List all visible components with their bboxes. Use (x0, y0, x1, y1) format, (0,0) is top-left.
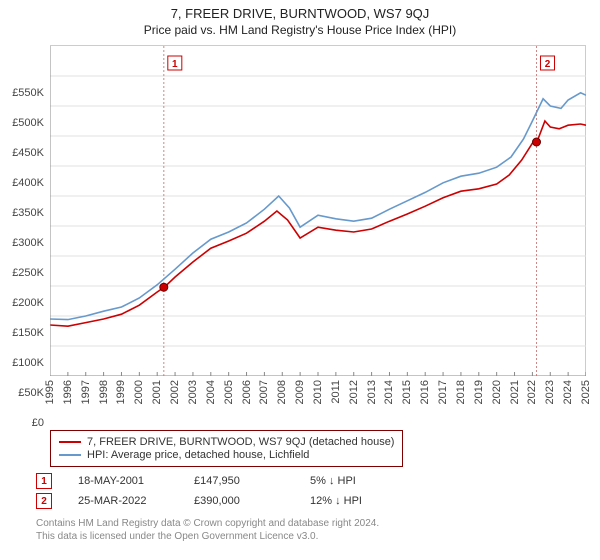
footer-line2: This data is licensed under the Open Gov… (36, 530, 586, 543)
marker-label-text: 2 (545, 59, 551, 70)
x-tick-label: 2007 (258, 380, 270, 404)
footer-attribution: Contains HM Land Registry data © Crown c… (36, 517, 586, 543)
y-tick-label: £50K (18, 387, 44, 399)
y-tick-label: £550K (12, 87, 44, 99)
marker-price: £147,950 (194, 475, 284, 487)
marker-table-row: 2 25-MAR-2022 £390,000 12% ↓ HPI (36, 493, 586, 509)
chart-title-line2: Price paid vs. HM Land Registry's House … (0, 23, 600, 37)
x-tick-label: 2008 (276, 380, 288, 404)
x-tick-label: 2018 (455, 380, 467, 404)
x-tick-label: 2006 (241, 380, 253, 404)
x-tick-label: 2020 (491, 380, 503, 404)
y-tick-label: £350K (12, 207, 44, 219)
legend: 7, FREER DRIVE, BURNTWOOD, WS7 9QJ (deta… (50, 430, 403, 467)
x-tick-label: 2003 (187, 380, 199, 404)
marker-index-box: 2 (36, 493, 52, 509)
y-tick-label: £500K (12, 117, 44, 129)
series-line-property (50, 121, 586, 326)
x-tick-label: 2019 (473, 380, 485, 404)
marker-index-box: 1 (36, 473, 52, 489)
x-tick-label: 1996 (62, 380, 74, 404)
y-tick-label: £300K (12, 237, 44, 249)
sale-point (160, 283, 168, 291)
x-tick-label: 2010 (312, 380, 324, 404)
footer-line1: Contains HM Land Registry data © Crown c… (36, 517, 586, 530)
x-tick-label: 2002 (169, 380, 181, 404)
x-tick-label: 1998 (98, 380, 110, 404)
legend-item: 7, FREER DRIVE, BURNTWOOD, WS7 9QJ (deta… (59, 436, 394, 448)
legend-swatch (59, 454, 81, 456)
x-tick-label: 2024 (562, 380, 574, 404)
x-tick-label: 2025 (580, 380, 592, 404)
x-tick-label: 2023 (544, 380, 556, 404)
x-tick-label: 1995 (44, 380, 56, 404)
x-tick-label: 2009 (294, 380, 306, 404)
x-tick-label: 2004 (205, 380, 217, 404)
marker-date: 18-MAY-2001 (78, 475, 168, 487)
chart-title-line1: 7, FREER DRIVE, BURNTWOOD, WS7 9QJ (0, 6, 600, 21)
marker-price: £390,000 (194, 495, 284, 507)
x-tick-label: 2000 (133, 380, 145, 404)
x-tick-label: 2015 (401, 380, 413, 404)
x-tick-label: 2016 (419, 380, 431, 404)
y-tick-label: £250K (12, 267, 44, 279)
y-tick-label: £400K (12, 177, 44, 189)
x-tick-label: 2001 (151, 380, 163, 404)
marker-delta: 5% ↓ HPI (310, 475, 400, 487)
title-block: 7, FREER DRIVE, BURNTWOOD, WS7 9QJ Price… (0, 0, 600, 37)
legend-swatch (59, 441, 81, 443)
y-tick-label: £450K (12, 147, 44, 159)
x-tick-label: 2021 (509, 380, 521, 404)
y-tick-label: £150K (12, 327, 44, 339)
x-tick-label: 2017 (437, 380, 449, 404)
x-tick-label: 1997 (80, 380, 92, 404)
plot-area: 12 (50, 45, 586, 376)
x-tick-label: 2013 (366, 380, 378, 404)
x-tick-label: 1999 (115, 380, 127, 404)
sale-point (533, 138, 541, 146)
legend-label: HPI: Average price, detached house, Lich… (87, 449, 309, 461)
legend-item: HPI: Average price, detached house, Lich… (59, 449, 394, 461)
x-tick-label: 2012 (348, 380, 360, 404)
x-axis-labels: 1995199619971998199920002001200220032004… (50, 376, 586, 426)
x-tick-label: 2011 (330, 380, 342, 404)
marker-table: 1 18-MAY-2001 £147,950 5% ↓ HPI 2 25-MAR-2022… (36, 473, 586, 509)
marker-label-text: 1 (172, 59, 178, 70)
legend-label: 7, FREER DRIVE, BURNTWOOD, WS7 9QJ (deta… (87, 436, 394, 448)
marker-table-row: 1 18-MAY-2001 £147,950 5% ↓ HPI (36, 473, 586, 489)
x-tick-label: 2005 (223, 380, 235, 404)
x-tick-label: 2022 (526, 380, 538, 404)
y-tick-label: £100K (12, 357, 44, 369)
x-tick-label: 2014 (383, 380, 395, 404)
y-tick-label: £0 (32, 417, 44, 429)
marker-delta: 12% ↓ HPI (310, 495, 400, 507)
chart-container: 7, FREER DRIVE, BURNTWOOD, WS7 9QJ Price… (0, 0, 600, 543)
y-axis-labels: £0£50K£100K£150K£200K£250K£300K£350K£400… (0, 93, 48, 423)
marker-date: 25-MAR-2022 (78, 495, 168, 507)
y-tick-label: £200K (12, 297, 44, 309)
